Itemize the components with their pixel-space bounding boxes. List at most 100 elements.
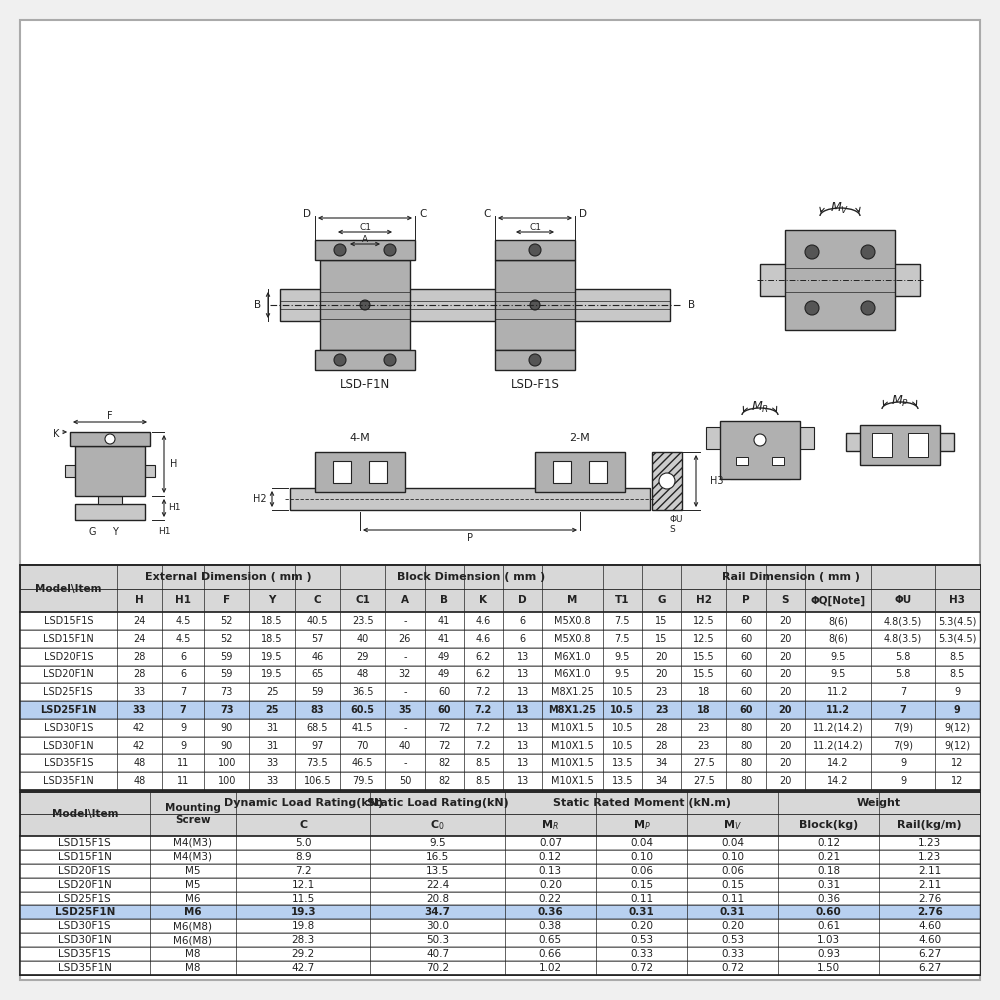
Text: 18.5: 18.5 [261,616,283,626]
Text: 4.5: 4.5 [175,616,191,626]
Bar [333,461,351,483]
Text: 46: 46 [311,652,323,662]
Text: 100: 100 [218,758,236,768]
Text: 0.66: 0.66 [539,949,562,959]
Text: 9(12): 9(12) [944,741,970,751]
Text: 7.5: 7.5 [615,616,630,626]
Text: 23: 23 [655,687,668,697]
Text: 4.60: 4.60 [918,935,941,945]
Text: 26: 26 [399,634,411,644]
Text: 5.3(4.5): 5.3(4.5) [938,634,977,644]
Text: 52: 52 [221,616,233,626]
Text: 20.8: 20.8 [426,894,449,904]
Text: 0.33: 0.33 [721,949,744,959]
Bar [860,425,940,465]
Text: 60: 60 [740,687,752,697]
Text: 0.12: 0.12 [817,838,840,848]
Text: 60: 60 [740,616,752,626]
Bar [730,467,790,479]
Text: 11.2(14.2): 11.2(14.2) [813,723,863,733]
Text: G: G [657,595,666,605]
Text: 6.27: 6.27 [918,949,941,959]
Text: 0.72: 0.72 [721,963,744,973]
Text: 40: 40 [399,741,411,751]
Text: S: S [782,595,789,605]
Text: 8(6): 8(6) [828,634,848,644]
Text: 11.2: 11.2 [826,705,850,715]
Text: 13.5: 13.5 [612,776,633,786]
Text: ΦQ[Note]: ΦQ[Note] [811,595,866,606]
Text: ΦU: ΦU [669,516,682,524]
Text: 1.23: 1.23 [918,852,941,862]
Text: M6X1.0: M6X1.0 [554,652,591,662]
Text: M4(M3): M4(M3) [173,838,212,848]
Text: H: H [135,595,144,605]
Text: 27.5: 27.5 [693,776,715,786]
Circle shape [105,434,115,444]
Text: 14.2: 14.2 [827,758,849,768]
Text: 0.72: 0.72 [630,963,653,973]
Circle shape [805,245,819,259]
Text: 15: 15 [655,616,668,626]
Bar [736,457,748,465]
Text: 11: 11 [177,776,189,786]
Text: 34: 34 [655,776,668,786]
Text: 33: 33 [266,758,278,768]
Circle shape [530,300,540,310]
Text: 12: 12 [951,776,964,786]
Text: 27.5: 27.5 [693,758,715,768]
Text: 14.2: 14.2 [827,776,849,786]
Text: 9: 9 [954,705,961,715]
Bar [798,427,814,449]
Bar [315,452,405,492]
Text: K: K [479,595,487,605]
Text: M6: M6 [185,894,201,904]
Text: H3: H3 [710,476,724,486]
Text: 11.5: 11.5 [292,894,315,904]
Text: Model\Item: Model\Item [52,809,118,819]
Text: 1.03: 1.03 [817,935,840,945]
Text: 19.5: 19.5 [261,669,283,679]
Text: LSD15F1N: LSD15F1N [43,634,94,644]
Text: 60: 60 [740,652,752,662]
Bar [20,919,980,933]
Text: -: - [403,616,407,626]
Text: 20: 20 [655,669,668,679]
Text: LSD20F1S: LSD20F1S [44,652,93,662]
Text: 8.5: 8.5 [476,776,491,786]
Text: 20: 20 [779,687,791,697]
Bar [20,961,980,975]
Text: 36.5: 36.5 [352,687,373,697]
Text: LSD25F1N: LSD25F1N [40,705,96,715]
Text: 20: 20 [779,776,791,786]
Text: 6: 6 [180,669,186,679]
Text: 9.5: 9.5 [615,669,630,679]
Text: T1: T1 [615,595,630,605]
Text: 80: 80 [740,741,752,751]
Bar [908,433,928,457]
Text: 0.22: 0.22 [539,894,562,904]
Text: 7: 7 [900,687,906,697]
Text: H1: H1 [158,528,170,536]
Text: 31: 31 [266,723,278,733]
Bar [20,565,980,790]
Bar [20,792,980,975]
Text: 0.20: 0.20 [721,921,744,931]
Text: 50: 50 [399,776,411,786]
Text: 12: 12 [951,758,964,768]
Text: 4.6: 4.6 [476,616,491,626]
Text: 41: 41 [438,634,450,644]
Text: 6: 6 [520,634,526,644]
Bar [20,630,980,648]
Bar [20,666,980,683]
Text: 8.5: 8.5 [476,758,491,768]
Text: ΦU: ΦU [894,595,912,605]
Text: 4.6: 4.6 [476,634,491,644]
Text: 2.76: 2.76 [918,894,941,904]
Text: C: C [483,209,491,219]
Circle shape [861,245,875,259]
Text: 9(12): 9(12) [944,723,970,733]
Text: 7(9): 7(9) [893,741,913,751]
Text: 13: 13 [517,687,529,697]
Text: 12.1: 12.1 [292,880,315,890]
